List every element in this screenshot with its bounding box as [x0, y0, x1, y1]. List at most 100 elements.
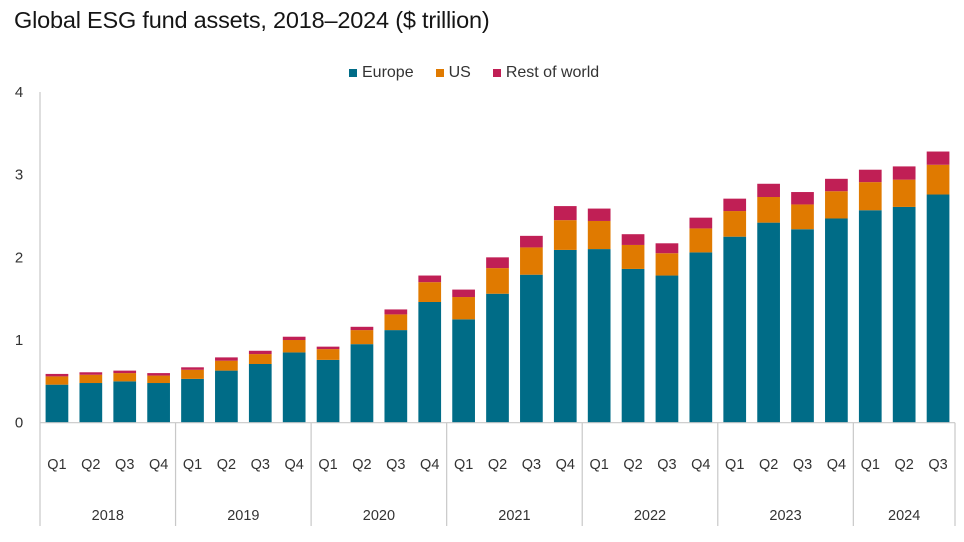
bar-stack: [215, 357, 238, 423]
legend-swatch-us: [435, 69, 444, 77]
quarter-label: Q1: [47, 457, 66, 473]
bar-rest-of-world: [520, 235, 543, 248]
bar-rest-of-world: [486, 257, 509, 269]
bar-stack: [926, 151, 950, 423]
bar-stack: [892, 166, 916, 423]
bar-stack: [689, 217, 713, 423]
bar-europe: [282, 352, 306, 423]
quarter-label: Q3: [928, 457, 947, 473]
bar-us: [113, 373, 137, 382]
quarter-label: Q1: [454, 457, 473, 473]
bar-europe: [621, 268, 645, 423]
legend-swatch-europe: [349, 69, 357, 77]
bar-europe: [587, 249, 611, 423]
bar-rest-of-world: [858, 169, 882, 183]
year-label: 2020: [363, 508, 395, 524]
bar-us: [181, 369, 204, 379]
bar-rest-of-world: [587, 208, 611, 221]
bar-rest-of-world: [452, 289, 475, 298]
quarter-label: Q1: [589, 457, 608, 473]
quarter-label: Q3: [115, 457, 134, 473]
bar-stack: [825, 178, 848, 423]
bar-stack: [858, 169, 882, 423]
year-label: 2023: [769, 508, 801, 524]
quarter-label: Q2: [894, 457, 913, 473]
bar-stack: [316, 346, 340, 423]
year-label: 2022: [634, 508, 666, 524]
year-label: 2024: [888, 508, 920, 524]
bar-us: [215, 360, 238, 371]
bar-europe: [316, 359, 340, 423]
quarter-label: Q1: [183, 457, 202, 473]
bar-rest-of-world: [248, 350, 272, 355]
bar-us: [45, 376, 69, 385]
bar-us: [825, 191, 848, 219]
bar-us: [282, 340, 306, 353]
bar-stack: [553, 206, 577, 423]
bar-us: [587, 220, 611, 250]
bar-europe: [79, 383, 103, 423]
y-tick-label: 1: [15, 332, 23, 349]
quarter-label: Q4: [691, 457, 710, 473]
bar-stack: [452, 289, 475, 423]
quarter-label: Q3: [251, 457, 270, 473]
legend-item-us: US: [435, 64, 471, 82]
bar-rest-of-world: [621, 234, 645, 245]
bar-us: [486, 268, 509, 294]
bar-stack: [757, 183, 780, 423]
bar-rest-of-world: [757, 183, 780, 197]
quarter-label: Q2: [81, 457, 100, 473]
y-tick-label: 2: [15, 249, 23, 266]
bar-us: [621, 244, 645, 269]
bar-stack: [248, 350, 272, 423]
bar-stack: [486, 257, 509, 423]
quarter-label: Q3: [522, 457, 541, 473]
quarter-label: Q2: [759, 457, 778, 473]
year-label: 2018: [92, 508, 124, 524]
bar-europe: [858, 210, 882, 423]
bar-rest-of-world: [892, 166, 916, 180]
bar-us: [520, 247, 543, 275]
bar-europe: [147, 383, 170, 423]
bar-stack: [723, 198, 747, 423]
bar-stack: [147, 373, 170, 423]
chart-title: Global ESG fund assets, 2018–2024 ($ tri…: [14, 7, 490, 33]
bar-stack: [621, 234, 645, 423]
bar-stack: [587, 208, 611, 423]
bar-europe: [520, 274, 543, 423]
bar-rest-of-world: [791, 192, 814, 205]
bar-europe: [553, 249, 577, 423]
bar-rest-of-world: [418, 275, 442, 283]
bar-europe: [215, 370, 238, 423]
bar-europe: [926, 194, 950, 423]
bar-rest-of-world: [825, 178, 848, 192]
quarter-label: Q4: [827, 457, 846, 473]
bar-us: [147, 375, 170, 384]
bar-rest-of-world: [79, 372, 103, 375]
y-tick-label: 4: [15, 84, 23, 101]
bar-us: [553, 220, 577, 250]
bar-europe: [825, 218, 848, 423]
x-axis: Q1 Q2 Q3 Q4 2018 Q1 Q2 Q3 Q4 2019 Q1 Q2 Q3 Q4 2020 Q1 Q2…: [40, 422, 956, 526]
bar-us: [79, 374, 103, 384]
bar-rest-of-world: [45, 373, 69, 377]
bar-europe: [248, 364, 272, 423]
legend-label-europe: Europe: [362, 64, 414, 81]
bar-rest-of-world: [215, 357, 238, 361]
bar-europe: [45, 384, 69, 423]
legend-label-us: US: [448, 64, 471, 81]
bar-us: [452, 297, 475, 320]
bar-us: [248, 354, 272, 364]
bar-europe: [486, 293, 509, 423]
bar-rest-of-world: [282, 336, 306, 341]
bar-us: [655, 253, 679, 276]
bar-rest-of-world: [350, 326, 374, 331]
bar-europe: [113, 381, 137, 423]
bar-europe: [723, 236, 747, 423]
bar-rest-of-world: [113, 370, 137, 374]
y-axis: 0 1 2 3 4: [15, 84, 41, 526]
bar-stack: [181, 367, 204, 423]
quarter-label: Q4: [420, 457, 439, 473]
bar-us: [723, 211, 747, 237]
